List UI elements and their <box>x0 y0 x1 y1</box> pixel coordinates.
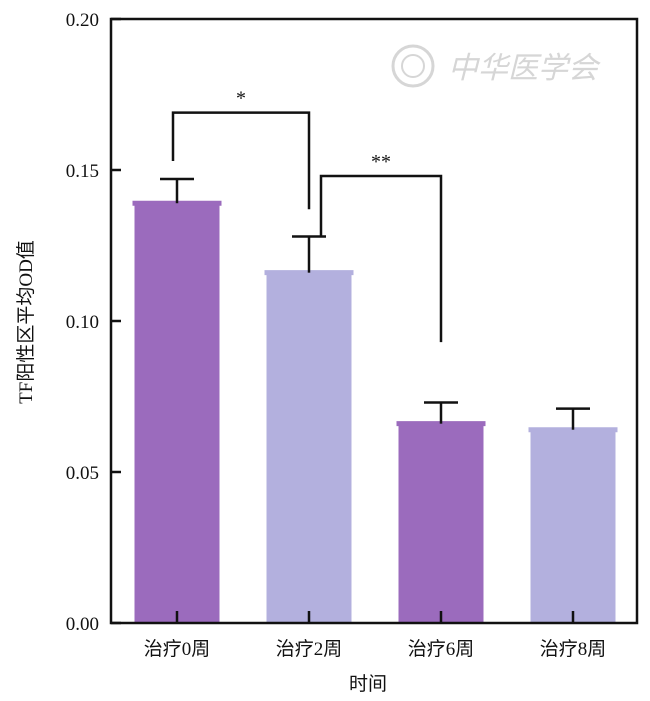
bar-3 <box>530 429 616 623</box>
significance-bracket-0 <box>171 111 311 210</box>
x-axis-title: 时间 <box>349 673 387 695</box>
x-axis: 治疗0周 治疗2周 治疗6周 治疗8周 <box>144 611 607 660</box>
watermark-seal-icon <box>391 44 435 88</box>
y-tick-label-4: 0.20 <box>66 10 99 31</box>
y-tick-label-3: 0.15 <box>66 161 99 182</box>
x-tick-label-2: 治疗6周 <box>408 638 475 660</box>
bar-1 <box>266 272 352 623</box>
y-tick-label-1: 0.05 <box>66 463 99 484</box>
watermark: 中华医学会 <box>391 44 601 88</box>
bar-0 <box>134 203 220 623</box>
y-axis: 0.00 0.05 0.10 0.15 0.20 <box>66 10 121 635</box>
significance-label-1: ** <box>371 151 391 173</box>
significance-label-0: * <box>236 88 246 110</box>
significance-bracket-1 <box>319 174 443 343</box>
significance-group: *** <box>171 88 443 343</box>
y-tick-label-2: 0.10 <box>66 312 99 333</box>
bars-group <box>132 200 618 623</box>
x-tick-label-3: 治疗8周 <box>540 638 607 660</box>
watermark-text: 中华医学会 <box>448 51 601 86</box>
x-tick-label-0: 治疗0周 <box>144 638 211 660</box>
y-axis-title: TF阳性区平均OD值 <box>15 240 37 404</box>
x-tick-label-1: 治疗2周 <box>276 638 343 660</box>
bar-2 <box>398 423 484 623</box>
y-tick-label-0: 0.00 <box>66 614 99 635</box>
error-bars-group <box>160 177 590 430</box>
